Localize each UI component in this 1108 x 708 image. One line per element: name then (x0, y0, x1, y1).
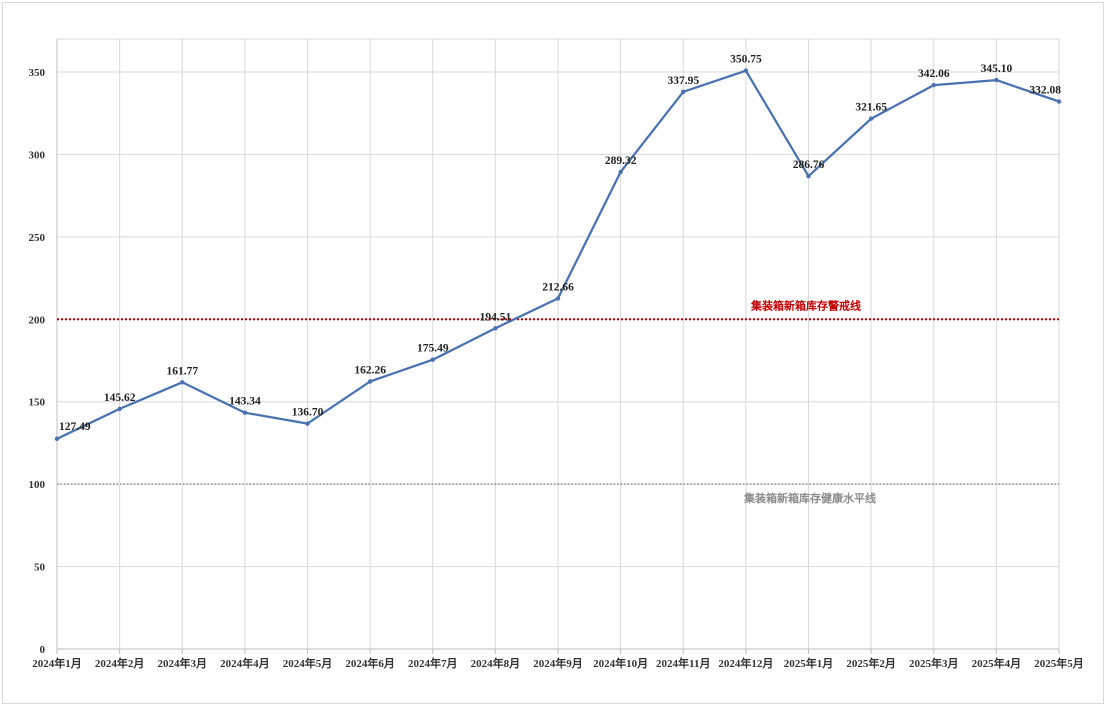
y-tick-label: 0 (40, 644, 46, 656)
data-label: 145.62 (104, 392, 136, 404)
data-point (305, 421, 310, 426)
x-tick-label: 2024年9月 (533, 656, 583, 670)
x-tick-label: 2024年1月 (32, 656, 82, 670)
data-series (54, 68, 1062, 442)
x-tick-label: 2025年2月 (846, 656, 896, 670)
data-point (806, 174, 811, 179)
y-tick-label: 350 (29, 67, 46, 79)
data-label: 136.70 (292, 407, 324, 419)
data-point (618, 169, 623, 175)
data-label: 194.51 (480, 311, 512, 323)
data-point (931, 82, 936, 88)
x-tick-label: 2025年4月 (972, 656, 1022, 670)
x-tick-label: 2025年3月 (909, 656, 959, 670)
data-label: 345.10 (981, 63, 1013, 75)
x-tick-label: 2024年6月 (345, 656, 395, 670)
x-tick-label: 2025年5月 (1034, 656, 1084, 670)
x-tick-label: 2024年2月 (95, 656, 145, 670)
x-tick-label: 2024年3月 (158, 656, 208, 670)
x-axis: 2024年1月 2024年2月 2024年3月 2024年4月 2024年5月 2024年… (32, 648, 1084, 670)
data-point (681, 89, 686, 95)
data-point (493, 326, 498, 331)
data-label: 289.32 (605, 155, 637, 167)
data-point (54, 436, 60, 442)
data-label: 286.76 (793, 159, 825, 171)
data-point (994, 77, 999, 83)
grid-lines (56, 38, 1060, 650)
y-axis: 0 50 100 150 200 250 300 350 (29, 39, 58, 656)
data-point (242, 410, 248, 415)
x-tick-label: 2025年1月 (784, 656, 834, 670)
data-label: 321.65 (855, 102, 887, 114)
x-tick-label: 2024年11月 (656, 656, 710, 670)
data-label: 127.49 (59, 421, 91, 433)
y-tick-label: 100 (29, 479, 46, 491)
data-label: 332.08 (1029, 85, 1061, 97)
x-tick-label: 2024年5月 (283, 656, 333, 670)
healthy-line-label: 集装箱新箱库存健康水平线 (743, 491, 876, 505)
data-label: 161.77 (166, 365, 198, 377)
data-labels: 127.49 145.62 161.77 143.34 136.70 162.26 175.… (59, 54, 1061, 433)
y-tick-label: 50 (34, 562, 46, 574)
data-point (1056, 99, 1062, 104)
y-tick-label: 150 (29, 397, 46, 409)
data-label: 342.06 (918, 68, 950, 80)
data-label: 162.26 (354, 364, 386, 376)
y-tick-label: 200 (29, 314, 46, 326)
data-point (868, 116, 874, 121)
x-tick-label: 2024年8月 (471, 656, 521, 670)
y-tick-label: 300 (29, 149, 46, 161)
x-tick-label: 2024年10月 (593, 656, 648, 670)
x-tick-label: 2024年12月 (718, 656, 773, 670)
data-label: 175.49 (417, 343, 449, 355)
data-label: 212.66 (542, 281, 574, 293)
x-tick-label: 2024年7月 (408, 656, 458, 670)
data-point (117, 406, 122, 412)
warning-line-label: 集装箱新箱库存警戒线 (750, 298, 861, 312)
data-label: 143.34 (229, 396, 261, 408)
x-tick-label: 2024年4月 (220, 656, 270, 670)
data-point (180, 380, 185, 385)
data-point (367, 379, 373, 384)
data-point (555, 296, 561, 301)
data-point (430, 357, 435, 362)
data-point (743, 68, 749, 73)
y-tick-label: 250 (29, 232, 46, 244)
data-label: 337.95 (667, 75, 699, 87)
data-label: 350.75 (730, 54, 762, 66)
